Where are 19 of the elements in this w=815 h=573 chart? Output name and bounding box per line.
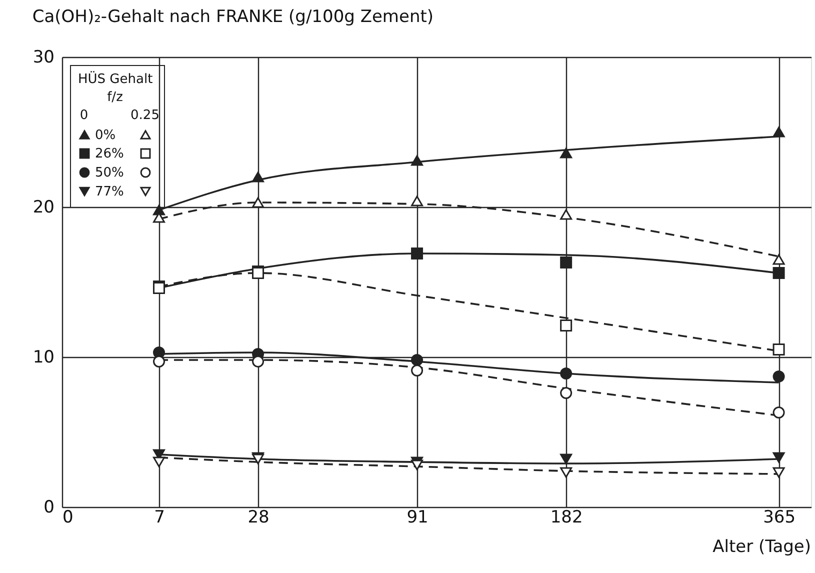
legend-label: 77%: [95, 184, 124, 200]
legend-label: 50%: [95, 166, 124, 180]
legend-label: 0%: [95, 128, 116, 143]
x-tick-label: 365: [763, 508, 796, 528]
y-tick-label: 10: [32, 348, 54, 368]
chart-title: Ca(OH)₂-Gehalt nach FRANKE (g/100g Zement): [32, 7, 434, 27]
x-tick-label: 7: [154, 508, 165, 528]
y-tick-label: 30: [32, 48, 54, 68]
annotation: 0.25: [130, 108, 160, 123]
x-tick-label: 28: [248, 508, 270, 528]
x-tick-label: 91: [406, 508, 428, 528]
legend-label: 26%: [95, 146, 124, 162]
annotation: 0: [80, 108, 88, 123]
y-tick-label: 20: [32, 198, 54, 218]
legend-title: HÜS Gehalt: [78, 71, 153, 87]
annotation: f/z: [107, 90, 124, 105]
x-tick-label: 0: [62, 508, 74, 528]
x-tick-label: 182: [550, 508, 583, 528]
x-axis-title: Alter (Tage): [712, 537, 811, 557]
